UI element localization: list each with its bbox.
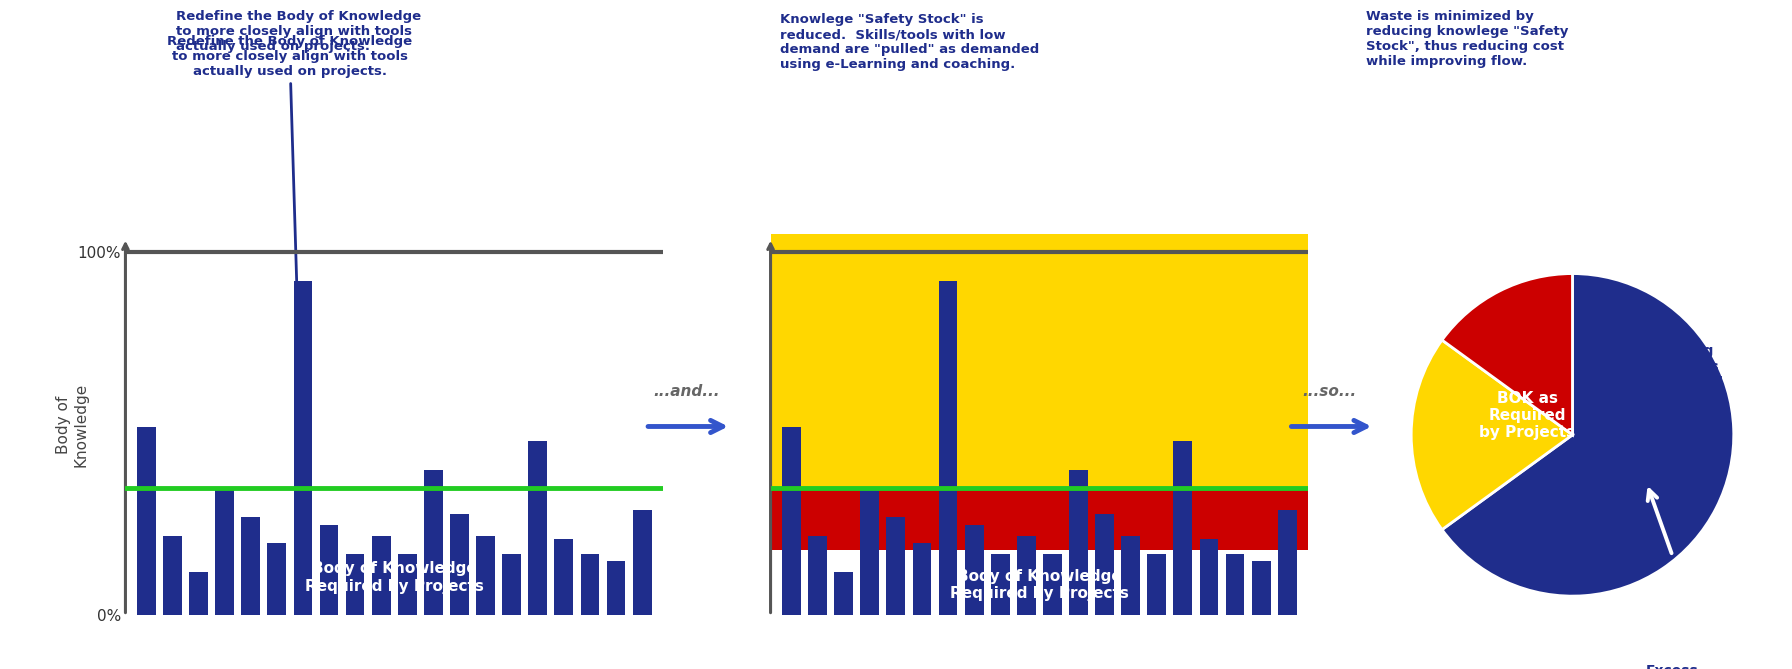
Text: Redefine the Body of Knowledge
to more closely align with tools
actually used on: Redefine the Body of Knowledge to more c… <box>167 35 412 480</box>
Wedge shape <box>1412 340 1573 530</box>
Bar <box>991 554 1009 615</box>
Bar <box>633 510 652 615</box>
Bar <box>242 517 260 615</box>
Bar <box>939 282 957 615</box>
Bar <box>398 554 418 615</box>
Bar <box>1122 536 1140 615</box>
Bar <box>215 488 235 615</box>
Bar <box>529 441 547 615</box>
Bar <box>771 488 1308 550</box>
Bar <box>581 554 599 615</box>
Bar <box>1095 514 1115 615</box>
Text: Body of Knowledge
Required by Projects: Body of Knowledge Required by Projects <box>950 569 1129 601</box>
Text: Training
Pulled As
Demanded: Training Pulled As Demanded <box>1640 344 1724 390</box>
Bar <box>808 536 826 615</box>
Text: Body of Knowledge
Required by Projects: Body of Knowledge Required by Projects <box>305 561 484 593</box>
Bar <box>1253 561 1271 615</box>
Y-axis label: Body of
Knowledge: Body of Knowledge <box>56 383 88 467</box>
Bar <box>781 427 801 615</box>
Bar <box>319 524 339 615</box>
Bar <box>1147 554 1167 615</box>
Bar <box>912 543 932 615</box>
Text: Excess
Knowledge
Inventory: Excess Knowledge Inventory <box>1629 664 1715 669</box>
Bar <box>190 572 208 615</box>
Text: ...so...: ...so... <box>1303 384 1357 399</box>
Bar <box>371 536 391 615</box>
Wedge shape <box>1443 274 1573 435</box>
Bar <box>1226 554 1244 615</box>
Bar <box>554 539 573 615</box>
Bar <box>1043 554 1063 615</box>
Bar <box>163 536 181 615</box>
Wedge shape <box>1443 274 1733 596</box>
Bar <box>887 517 905 615</box>
Text: Redefine the Body of Knowledge
to more closely align with tools
actually used on: Redefine the Body of Knowledge to more c… <box>176 10 421 53</box>
Bar <box>1174 441 1192 615</box>
Bar <box>136 427 156 615</box>
Text: Knowlege "Safety Stock" is
reduced.  Skills/tools with low
demand are "pulled" a: Knowlege "Safety Stock" is reduced. Skil… <box>780 13 1039 72</box>
Bar <box>1278 510 1297 615</box>
Bar <box>1016 536 1036 615</box>
Bar <box>964 524 984 615</box>
Bar <box>450 514 470 615</box>
Text: BOK as
Required
by Projects: BOK as Required by Projects <box>1478 391 1575 440</box>
Text: ...and...: ...and... <box>652 384 720 399</box>
Bar <box>1070 470 1088 615</box>
Text: Waste is minimized by
reducing knowlege "Safety
Stock", thus reducing cost
while: Waste is minimized by reducing knowlege … <box>1366 10 1568 68</box>
Bar <box>607 561 625 615</box>
Bar <box>860 488 880 615</box>
Bar <box>294 282 312 615</box>
Bar <box>346 554 364 615</box>
Bar <box>835 572 853 615</box>
Bar <box>502 554 521 615</box>
Bar <box>477 536 495 615</box>
Bar <box>425 470 443 615</box>
Bar <box>267 543 287 615</box>
Bar <box>1199 539 1219 615</box>
Bar <box>771 234 1308 488</box>
